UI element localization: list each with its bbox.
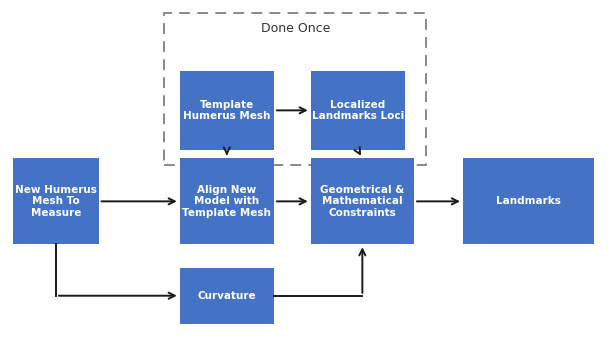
Text: Curvature: Curvature xyxy=(197,291,256,301)
Bar xyxy=(164,13,426,165)
Text: Geometrical &
Mathematical
Constraints: Geometrical & Mathematical Constraints xyxy=(320,185,404,218)
FancyBboxPatch shape xyxy=(180,71,274,150)
Text: Localized
Landmarks Loci: Localized Landmarks Loci xyxy=(312,99,404,121)
FancyBboxPatch shape xyxy=(180,158,274,244)
FancyBboxPatch shape xyxy=(311,158,414,244)
Text: Align New
Model with
Template Mesh: Align New Model with Template Mesh xyxy=(183,185,271,218)
FancyBboxPatch shape xyxy=(13,158,99,244)
Text: New Humerus
Mesh To
Measure: New Humerus Mesh To Measure xyxy=(15,185,97,218)
FancyBboxPatch shape xyxy=(180,268,274,324)
FancyBboxPatch shape xyxy=(463,158,594,244)
Text: Template
Humerus Mesh: Template Humerus Mesh xyxy=(183,99,270,121)
Text: Landmarks: Landmarks xyxy=(496,196,561,206)
FancyBboxPatch shape xyxy=(311,71,405,150)
Text: Done Once: Done Once xyxy=(261,22,330,35)
